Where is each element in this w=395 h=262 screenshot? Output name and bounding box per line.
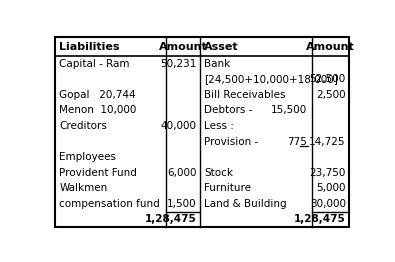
Text: 14,725: 14,725 (309, 137, 346, 147)
Text: Gopal   20,744: Gopal 20,744 (59, 90, 136, 100)
Text: 2,500: 2,500 (316, 90, 346, 100)
Text: Asset: Asset (203, 42, 238, 52)
Text: 52,500: 52,500 (309, 74, 346, 84)
Text: 23,750: 23,750 (309, 168, 346, 178)
Text: 50,231: 50,231 (160, 59, 197, 69)
Text: 1,28,475: 1,28,475 (294, 214, 346, 224)
Text: 40,000: 40,000 (161, 121, 197, 131)
Text: 15,500: 15,500 (271, 106, 307, 116)
Text: Provident Fund: Provident Fund (59, 168, 137, 178)
Text: 1,500: 1,500 (167, 199, 197, 209)
Text: Less :: Less : (204, 121, 234, 131)
Text: Employees: Employees (59, 152, 116, 162)
Text: Land & Building: Land & Building (204, 199, 287, 209)
Text: Amount: Amount (306, 42, 355, 52)
Text: Provision -: Provision - (204, 137, 258, 147)
Text: 1,28,475: 1,28,475 (145, 214, 197, 224)
Text: 5,000: 5,000 (316, 183, 346, 193)
Text: Bill Receivables: Bill Receivables (204, 90, 286, 100)
Text: Amount: Amount (159, 42, 207, 52)
Text: Creditors: Creditors (59, 121, 107, 131)
Text: Capital - Ram: Capital - Ram (59, 59, 130, 69)
Text: [24,500+10,000+18,000]: [24,500+10,000+18,000] (204, 74, 338, 84)
Text: 6,000: 6,000 (167, 168, 197, 178)
Text: Walkmen: Walkmen (59, 183, 107, 193)
Text: Liabilities: Liabilities (58, 42, 119, 52)
Text: Stock: Stock (204, 168, 233, 178)
Text: 775: 775 (287, 137, 307, 147)
Text: Debtors -: Debtors - (204, 106, 252, 116)
Text: Furniture: Furniture (204, 183, 251, 193)
Text: Bank: Bank (204, 59, 230, 69)
Text: 30,000: 30,000 (310, 199, 346, 209)
Text: Menon  10,000: Menon 10,000 (59, 106, 137, 116)
Text: compensation fund: compensation fund (59, 199, 160, 209)
